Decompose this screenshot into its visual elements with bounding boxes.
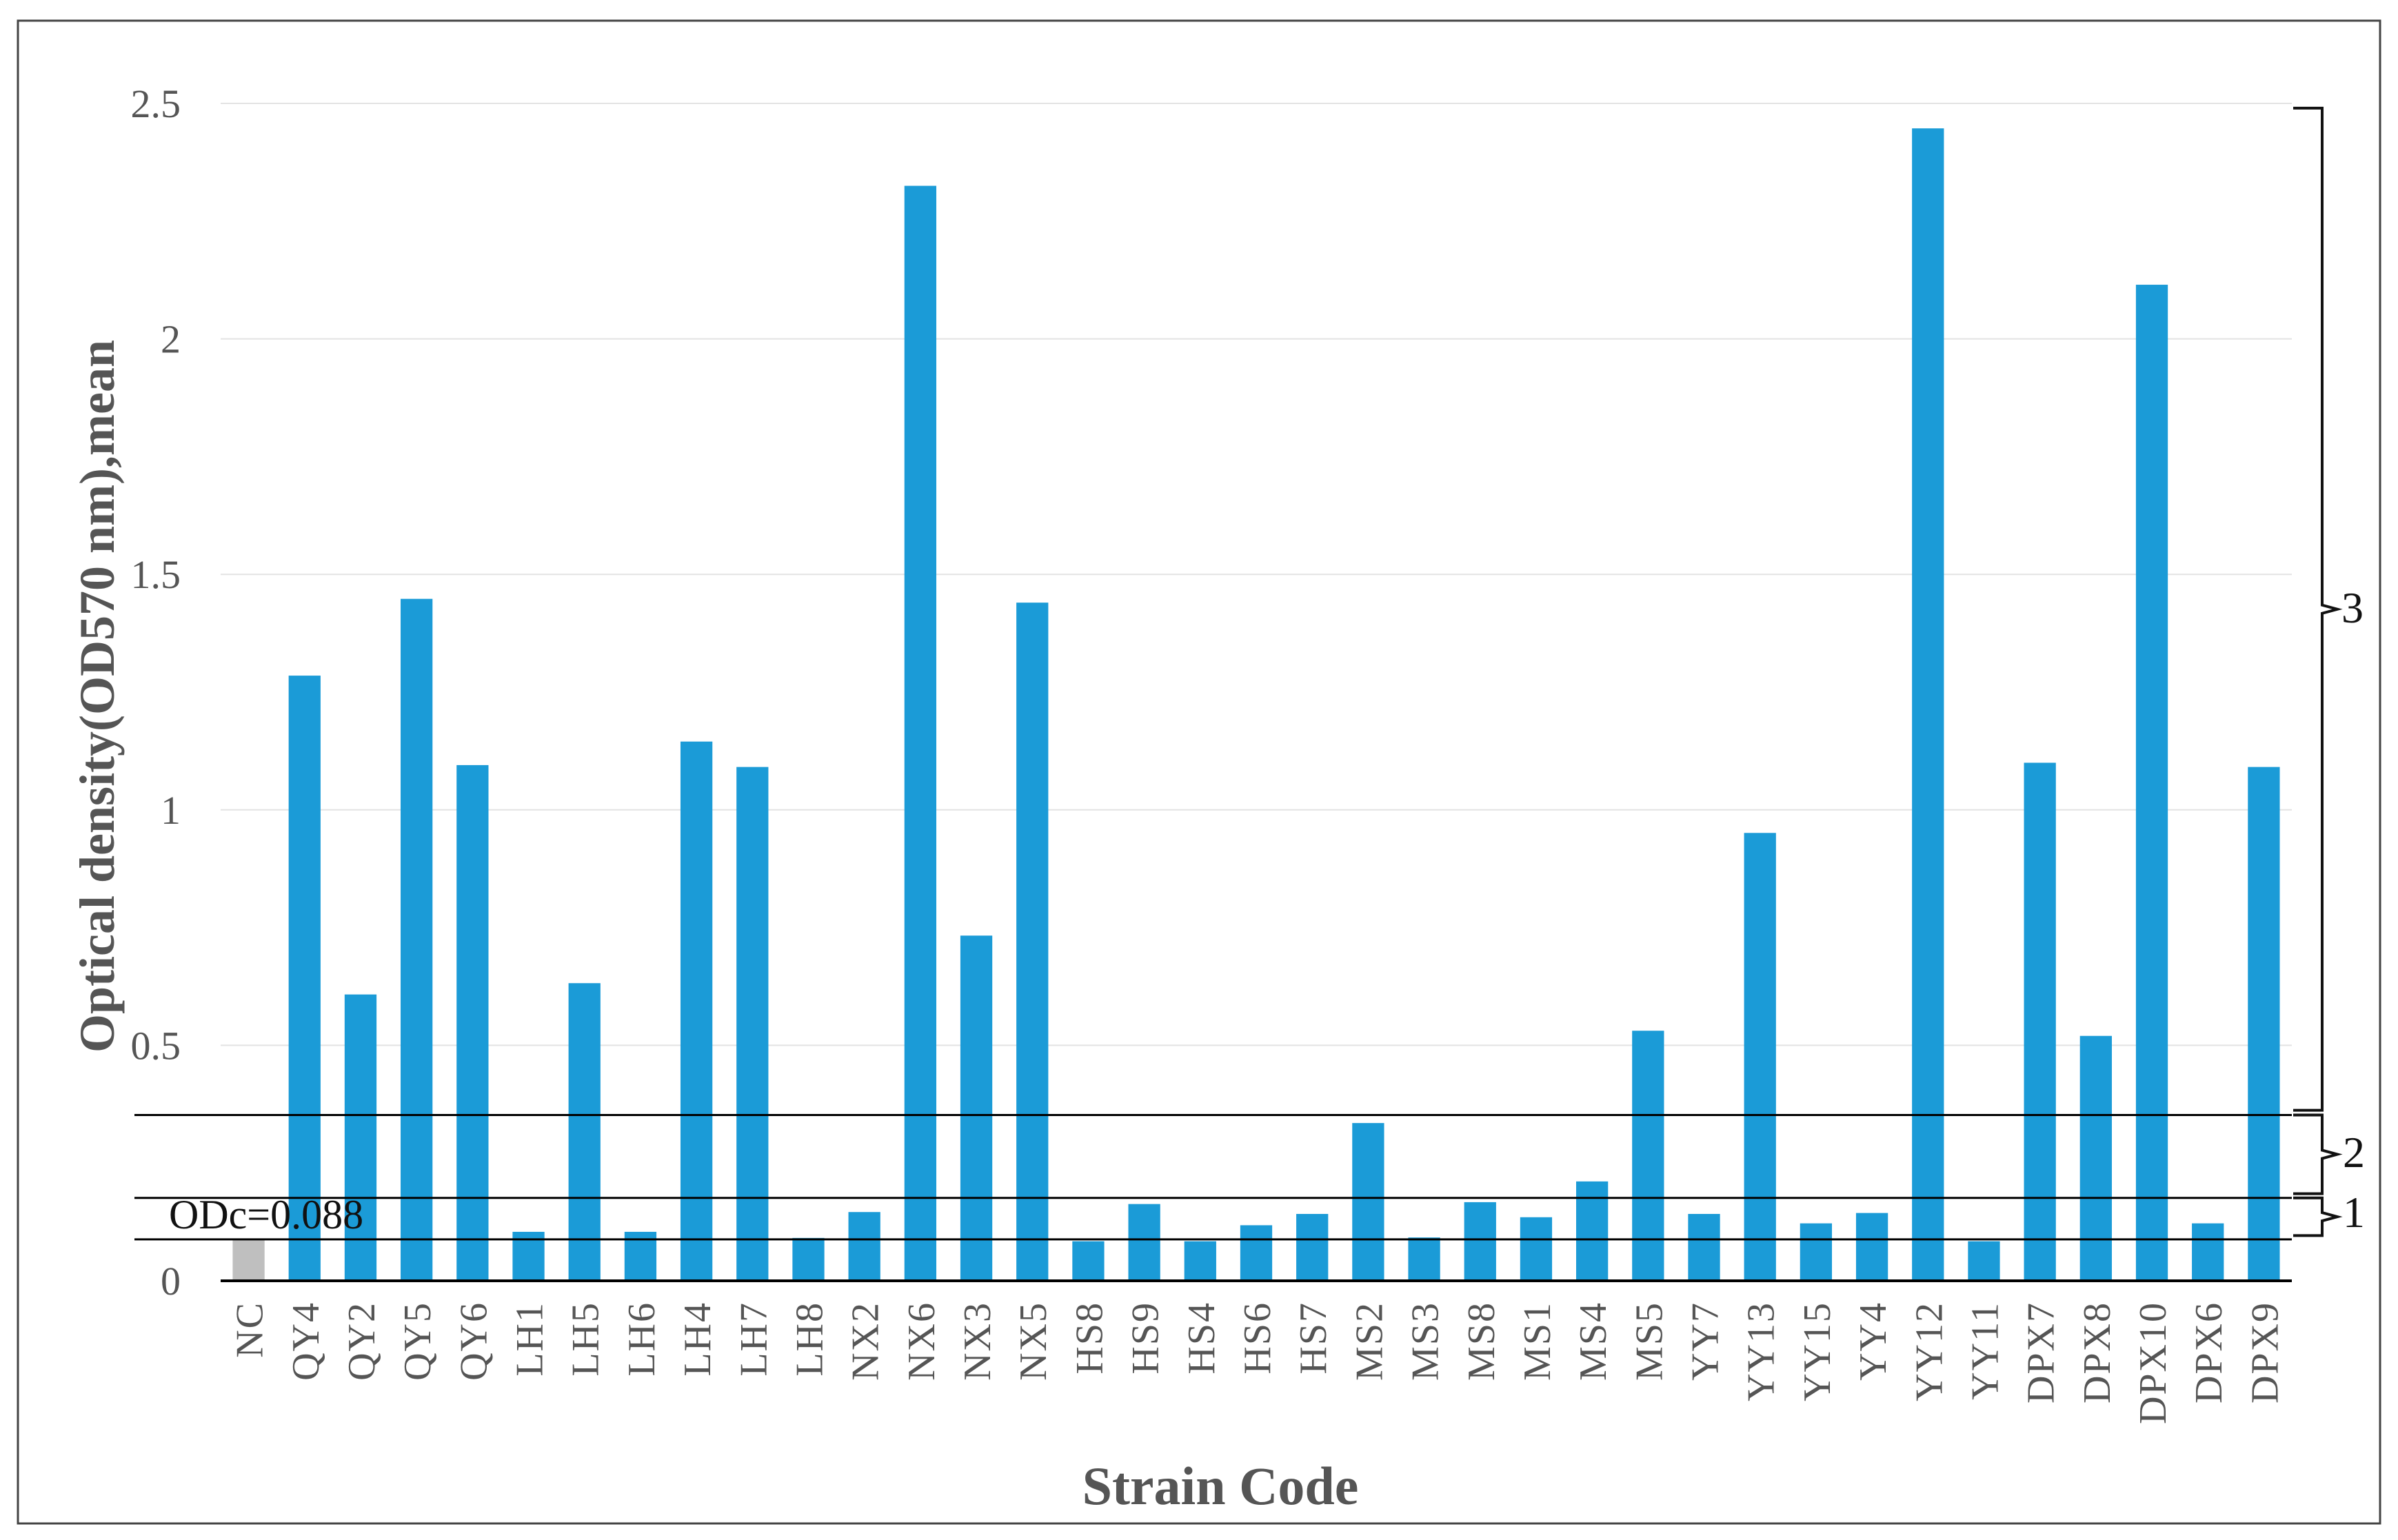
x-tick-label: DPX9 bbox=[2244, 1301, 2286, 1404]
bar-ms2 bbox=[1352, 1123, 1384, 1281]
x-tick-label: DPX6 bbox=[2188, 1301, 2230, 1404]
bar-qy4 bbox=[288, 676, 321, 1281]
y-tick-label: 2 bbox=[161, 317, 181, 362]
bar-ms8 bbox=[1464, 1202, 1496, 1281]
bar-yy12 bbox=[1912, 128, 1944, 1281]
x-tick-label: MS8 bbox=[1460, 1301, 1503, 1381]
x-tick-label: QY5 bbox=[396, 1301, 439, 1381]
bar-lh4 bbox=[680, 741, 713, 1281]
x-tick-label: YY7 bbox=[1684, 1301, 1727, 1381]
x-axis-title: Strain Code bbox=[1082, 1456, 1359, 1516]
bar-ms4 bbox=[1575, 1181, 1609, 1281]
group-braces bbox=[2293, 106, 2343, 1237]
bar-yy13 bbox=[1744, 833, 1776, 1281]
y-tick-label: 0 bbox=[161, 1259, 181, 1304]
x-axis-tick-labels: NC QY4 QY2 QY5 QY6 LH1 LH5 LH6 LH4 LH7 LH8 NX2 NX6 NX… bbox=[229, 1301, 2287, 1424]
y-axis-tick-labels: 0 0.5 1 1.5 2 2.5 bbox=[131, 81, 181, 1304]
x-tick-label: DPX10 bbox=[2132, 1301, 2175, 1424]
x-tick-label: MS3 bbox=[1404, 1301, 1447, 1381]
x-tick-label: QY2 bbox=[341, 1301, 383, 1381]
x-tick-label: YY11 bbox=[1964, 1301, 2006, 1400]
bar-dpx8 bbox=[2079, 1035, 2112, 1281]
x-tick-label: YY4 bbox=[1852, 1301, 1895, 1381]
bar-hs7 bbox=[1296, 1213, 1329, 1281]
bar-nx5 bbox=[1016, 602, 1049, 1281]
x-tick-label: YY15 bbox=[1796, 1301, 1839, 1401]
bar-nx6 bbox=[904, 185, 937, 1281]
brace-group-1 bbox=[2293, 1196, 2343, 1237]
x-tick-label: YY13 bbox=[1740, 1301, 1783, 1401]
group-label-1: 1 bbox=[2343, 1188, 2365, 1237]
bar-lh5 bbox=[568, 983, 601, 1281]
x-tick-label: MS1 bbox=[1516, 1301, 1559, 1381]
y-tick-label: 1 bbox=[161, 788, 181, 833]
x-tick-label: NX2 bbox=[845, 1301, 887, 1381]
x-tick-label: LH8 bbox=[788, 1301, 831, 1377]
x-tick-label: DPX8 bbox=[2076, 1301, 2119, 1404]
x-tick-label: QY4 bbox=[285, 1301, 328, 1381]
chart-frame bbox=[17, 19, 2381, 1525]
x-tick-label: HS4 bbox=[1180, 1301, 1223, 1375]
bar-ms3 bbox=[1408, 1237, 1440, 1281]
bar-yy7 bbox=[1688, 1213, 1720, 1281]
y-tick-label: 1.5 bbox=[131, 552, 181, 597]
bar-hs4 bbox=[1184, 1241, 1216, 1281]
bar-hs6 bbox=[1240, 1225, 1273, 1281]
x-tick-label: LH6 bbox=[621, 1301, 663, 1377]
bar-nx3 bbox=[960, 935, 993, 1281]
group-label-2: 2 bbox=[2343, 1128, 2365, 1177]
y-axis-title: Optical density(OD570 nm),mean bbox=[70, 340, 125, 1053]
bar-lh8 bbox=[792, 1237, 825, 1281]
bar-hs9 bbox=[1128, 1204, 1160, 1281]
bar-qy5 bbox=[401, 598, 433, 1281]
bar-nx2 bbox=[848, 1212, 880, 1281]
x-tick-label: LH4 bbox=[676, 1301, 719, 1377]
bar-dpx9 bbox=[2248, 767, 2280, 1281]
x-tick-label: LH1 bbox=[509, 1301, 552, 1377]
bar-dpx10 bbox=[2135, 285, 2168, 1281]
x-tick-label: LH5 bbox=[565, 1301, 607, 1377]
bar-nc bbox=[232, 1239, 265, 1281]
threshold-lines bbox=[134, 1114, 2292, 1241]
x-tick-label: NX6 bbox=[900, 1301, 943, 1381]
bar-qy6 bbox=[456, 764, 489, 1281]
x-tick-label: NX5 bbox=[1012, 1301, 1055, 1381]
brace-group-3 bbox=[2293, 106, 2343, 1112]
x-tick-label: YY12 bbox=[1908, 1301, 1951, 1401]
group-label-3: 3 bbox=[2341, 583, 2364, 632]
bar-yy4 bbox=[1855, 1213, 1888, 1281]
y-tick-label: 2.5 bbox=[131, 81, 181, 126]
x-tick-label: HS8 bbox=[1068, 1301, 1111, 1375]
bar-yy11 bbox=[1968, 1241, 2000, 1281]
x-tick-label: MS4 bbox=[1572, 1301, 1615, 1381]
bar-dpx7 bbox=[2024, 762, 2056, 1281]
x-tick-label: HS7 bbox=[1292, 1301, 1335, 1375]
brace-group-2 bbox=[2293, 1113, 2343, 1195]
x-tick-label: QY6 bbox=[452, 1301, 495, 1381]
bar-dpx6 bbox=[2192, 1223, 2224, 1281]
bar-lh7 bbox=[736, 767, 769, 1281]
x-tick-label: HS6 bbox=[1236, 1301, 1279, 1375]
x-tick-label: MS5 bbox=[1628, 1301, 1671, 1381]
bar-ms5 bbox=[1632, 1031, 1664, 1281]
x-tick-label: NX3 bbox=[956, 1301, 999, 1381]
x-tick-label: HS9 bbox=[1125, 1301, 1167, 1375]
x-tick-label: LH7 bbox=[732, 1301, 775, 1377]
x-tick-label: MS2 bbox=[1348, 1301, 1391, 1381]
odc-label: ODc=0.088 bbox=[169, 1192, 363, 1237]
x-tick-label: DPX7 bbox=[2020, 1301, 2063, 1404]
bar-yy15 bbox=[1800, 1223, 1833, 1281]
y-tick-label: 0.5 bbox=[131, 1023, 181, 1068]
bar-qy2 bbox=[344, 994, 377, 1281]
gridlines bbox=[221, 103, 2292, 1046]
x-tick-label: NC bbox=[229, 1301, 272, 1358]
bar-ms1 bbox=[1520, 1217, 1553, 1281]
bar-hs8 bbox=[1072, 1241, 1105, 1281]
